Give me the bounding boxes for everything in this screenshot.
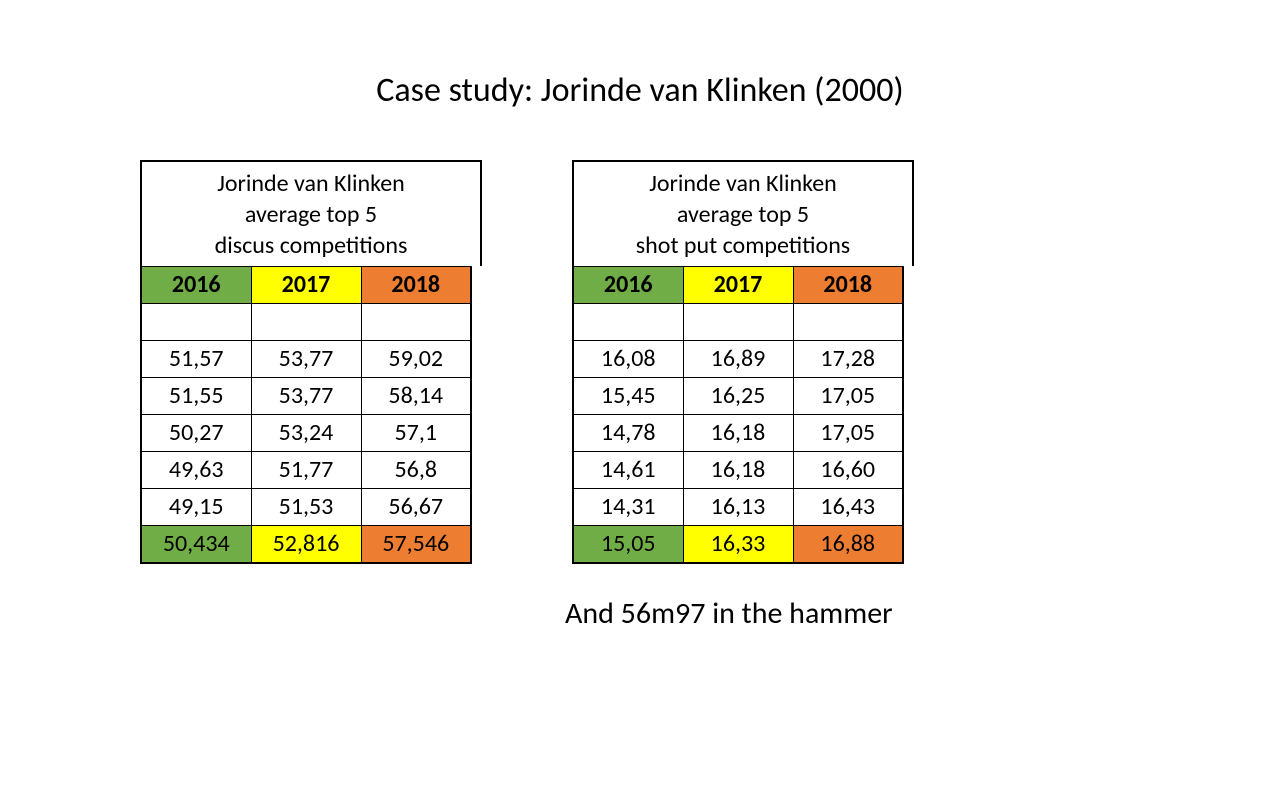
year-header: 2016 xyxy=(573,266,683,303)
data-table: 2016 2017 2018 51,57 53,77 59,02 51,55 5… xyxy=(140,266,472,564)
data-table: 2016 2017 2018 16,08 16,89 17,28 15,45 1… xyxy=(572,266,904,564)
footnote: And 56m97 in the hammer xyxy=(565,595,893,632)
cell: 50,27 xyxy=(141,414,251,451)
year-header: 2018 xyxy=(361,266,471,303)
cell: 16,08 xyxy=(573,340,683,377)
year-header: 2017 xyxy=(683,266,793,303)
cell: 16,18 xyxy=(683,414,793,451)
avg-cell: 52,816 xyxy=(251,525,361,563)
cell: 16,13 xyxy=(683,488,793,525)
cell: 53,77 xyxy=(251,377,361,414)
caption-line: Jorinde van Klinken xyxy=(217,169,405,198)
cell: 57,1 xyxy=(361,414,471,451)
table-row xyxy=(573,303,903,340)
table-row: 51,57 53,77 59,02 xyxy=(141,340,471,377)
table-row: 14,61 16,18 16,60 xyxy=(573,451,903,488)
cell: 53,24 xyxy=(251,414,361,451)
cell: 14,61 xyxy=(573,451,683,488)
year-header: 2018 xyxy=(793,266,903,303)
table-caption: Jorinde van Klinken average top 5 shot p… xyxy=(572,160,914,266)
table-row: 49,15 51,53 56,67 xyxy=(141,488,471,525)
table-row: 49,63 51,77 56,8 xyxy=(141,451,471,488)
cell: 14,78 xyxy=(573,414,683,451)
cell: 59,02 xyxy=(361,340,471,377)
caption-line: Jorinde van Klinken xyxy=(649,169,837,198)
avg-cell: 57,546 xyxy=(361,525,471,563)
cell: 14,31 xyxy=(573,488,683,525)
cell: 51,53 xyxy=(251,488,361,525)
table-avg-row: 15,05 16,33 16,88 xyxy=(573,525,903,563)
table-row: 14,31 16,13 16,43 xyxy=(573,488,903,525)
table-caption: Jorinde van Klinken average top 5 discus… xyxy=(140,160,482,266)
cell: 17,28 xyxy=(793,340,903,377)
cell: 16,89 xyxy=(683,340,793,377)
cell: 56,8 xyxy=(361,451,471,488)
caption-line: average top 5 xyxy=(245,200,377,229)
slide: Case study: Jorinde van Klinken (2000) J… xyxy=(0,0,1280,800)
avg-cell: 16,33 xyxy=(683,525,793,563)
table-row xyxy=(141,303,471,340)
cell: 15,45 xyxy=(573,377,683,414)
cell: 51,55 xyxy=(141,377,251,414)
table-row: 16,08 16,89 17,28 xyxy=(573,340,903,377)
caption-line: shot put competitions xyxy=(636,231,850,260)
table-row: 51,55 53,77 58,14 xyxy=(141,377,471,414)
table-avg-row: 50,434 52,816 57,546 xyxy=(141,525,471,563)
avg-cell: 15,05 xyxy=(573,525,683,563)
cell: 16,60 xyxy=(793,451,903,488)
cell: 53,77 xyxy=(251,340,361,377)
caption-line: discus competitions xyxy=(215,231,408,260)
table-discus: Jorinde van Klinken average top 5 discus… xyxy=(140,160,482,564)
table-row: 14,78 16,18 17,05 xyxy=(573,414,903,451)
cell: 17,05 xyxy=(793,414,903,451)
cell: 49,63 xyxy=(141,451,251,488)
table-row: 15,45 16,25 17,05 xyxy=(573,377,903,414)
avg-cell: 16,88 xyxy=(793,525,903,563)
caption-line: average top 5 xyxy=(677,200,809,229)
tables-container: Jorinde van Klinken average top 5 discus… xyxy=(140,160,914,564)
cell: 16,25 xyxy=(683,377,793,414)
cell: 16,18 xyxy=(683,451,793,488)
table-row: 50,27 53,24 57,1 xyxy=(141,414,471,451)
cell: 16,43 xyxy=(793,488,903,525)
table-header-row: 2016 2017 2018 xyxy=(573,266,903,303)
year-header: 2017 xyxy=(251,266,361,303)
cell: 58,14 xyxy=(361,377,471,414)
cell: 17,05 xyxy=(793,377,903,414)
table-header-row: 2016 2017 2018 xyxy=(141,266,471,303)
cell: 51,77 xyxy=(251,451,361,488)
cell: 49,15 xyxy=(141,488,251,525)
cell: 51,57 xyxy=(141,340,251,377)
page-title: Case study: Jorinde van Klinken (2000) xyxy=(0,70,1280,111)
table-shotput: Jorinde van Klinken average top 5 shot p… xyxy=(572,160,914,564)
year-header: 2016 xyxy=(141,266,251,303)
cell: 56,67 xyxy=(361,488,471,525)
avg-cell: 50,434 xyxy=(141,525,251,563)
